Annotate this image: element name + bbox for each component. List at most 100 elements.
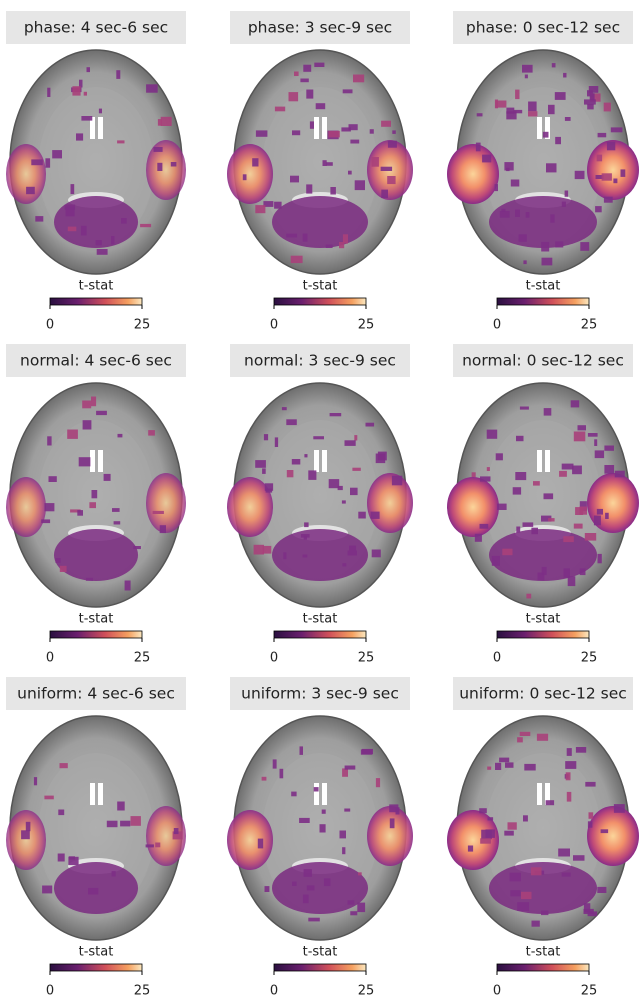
activation-voxel: [566, 772, 571, 780]
panel-title: phase: 3 sec-9 sec: [248, 19, 392, 37]
ventricle: [98, 450, 103, 472]
activation-voxel: [104, 474, 111, 481]
activation-voxel: [326, 162, 333, 166]
activation-blob: [146, 473, 186, 533]
activation-blob: [272, 862, 368, 914]
activation-voxel: [300, 746, 304, 755]
activation-voxel: [355, 180, 365, 190]
activation-voxel: [286, 234, 297, 238]
activation-voxel: [350, 140, 359, 144]
activation-voxel: [510, 873, 521, 882]
activation-voxel: [324, 878, 331, 886]
colorbar-label: t-stat: [526, 279, 561, 294]
activation-voxel: [523, 522, 534, 527]
activation-voxel: [299, 818, 310, 823]
panel-title: normal: 0 sec-12 sec: [462, 352, 624, 370]
activation-voxel: [330, 187, 336, 195]
activation-voxel: [575, 171, 585, 179]
activation-voxel: [254, 545, 264, 555]
activation-voxel: [520, 407, 529, 410]
activation-voxel: [310, 121, 314, 128]
ventricle: [98, 117, 103, 139]
activation-voxel: [286, 419, 297, 425]
activation-voxel: [555, 137, 561, 144]
activation-voxel: [292, 459, 301, 465]
activation-voxel: [348, 551, 357, 556]
activation-voxel: [371, 512, 380, 519]
activation-voxel: [350, 488, 358, 495]
activation-voxel: [580, 507, 588, 515]
activation-voxel: [83, 420, 92, 429]
activation-voxel: [573, 855, 585, 861]
activation-voxel: [342, 563, 346, 566]
activation-voxel: [472, 472, 476, 477]
activation-voxel: [41, 519, 50, 523]
activation-voxel: [607, 142, 615, 151]
activation-voxel: [544, 493, 554, 499]
ventricle: [545, 450, 550, 472]
activation-voxel: [515, 472, 526, 480]
activation-voxel: [303, 555, 308, 558]
colorbar-label: t-stat: [303, 612, 338, 627]
activation-voxel: [350, 911, 357, 915]
activation-voxel: [341, 127, 351, 131]
activation-voxel: [525, 75, 528, 79]
activation-voxel: [615, 471, 625, 478]
activation-voxel: [313, 436, 324, 439]
panel: normal: 0 sec-12 sect-stat025: [447, 344, 639, 666]
activation-voxel: [256, 130, 268, 136]
colorbar-tick-label: 0: [493, 318, 501, 333]
activation-voxel: [329, 479, 340, 488]
activation-voxel: [517, 902, 529, 911]
activation-voxel: [378, 452, 387, 461]
activation-voxel: [604, 197, 613, 203]
activation-voxel: [590, 93, 595, 100]
activation-voxel: [96, 240, 102, 245]
activation-voxel: [598, 554, 602, 563]
activation-voxel: [584, 903, 590, 912]
colorbar-tick-label: 25: [358, 984, 375, 999]
activation-voxel: [477, 113, 483, 116]
activation-voxel: [34, 777, 37, 785]
activation-voxel: [329, 131, 340, 138]
activation-voxel: [392, 476, 402, 486]
activation-voxel: [304, 454, 307, 457]
activation-voxel: [112, 508, 120, 512]
activation-blob: [6, 144, 46, 204]
activation-voxel: [392, 130, 396, 134]
activation-voxel: [258, 839, 263, 849]
activation-voxel: [52, 150, 62, 158]
colorbar-tick-label: 0: [46, 651, 54, 666]
activation-voxel: [506, 108, 514, 114]
activation-voxel: [330, 413, 342, 416]
activation-blob: [6, 477, 46, 537]
activation-voxel: [273, 759, 277, 768]
activation-voxel: [348, 171, 352, 175]
activation-voxel: [604, 446, 614, 451]
activation-voxel: [262, 777, 267, 781]
activation-voxel: [531, 528, 538, 535]
activation-voxel: [546, 800, 555, 805]
activation-voxel: [487, 767, 491, 770]
activation-blob: [6, 810, 46, 870]
activation-voxel: [252, 158, 258, 166]
panel-title: phase: 0 sec-12 sec: [466, 19, 620, 37]
activation-voxel: [326, 245, 333, 249]
activation-voxel: [511, 180, 520, 187]
activation-voxel: [604, 103, 611, 112]
activation-voxel: [389, 804, 398, 812]
activation-voxel: [567, 748, 572, 756]
colorbar: [50, 964, 142, 971]
activation-voxel: [265, 483, 273, 491]
activation-voxel: [508, 822, 517, 829]
activation-voxel: [280, 769, 284, 779]
activation-voxel: [480, 524, 489, 529]
activation-voxel: [541, 911, 548, 916]
activation-blob: [227, 144, 273, 204]
activation-voxel: [348, 900, 355, 904]
activation-voxel: [45, 158, 50, 167]
activation-voxel: [154, 147, 163, 152]
activation-voxel: [580, 568, 586, 575]
activation-voxel: [476, 143, 481, 152]
activation-voxel: [174, 828, 179, 834]
